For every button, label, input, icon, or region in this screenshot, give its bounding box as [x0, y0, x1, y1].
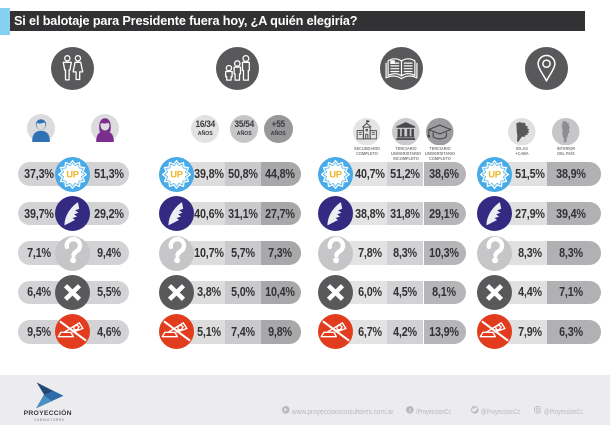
svg-text:UP: UP	[329, 169, 343, 180]
svg-text:UP: UP	[170, 169, 184, 180]
svg-text:UP: UP	[66, 169, 80, 180]
svg-text:UP: UP	[488, 169, 502, 180]
svg-text:f: f	[409, 408, 411, 413]
